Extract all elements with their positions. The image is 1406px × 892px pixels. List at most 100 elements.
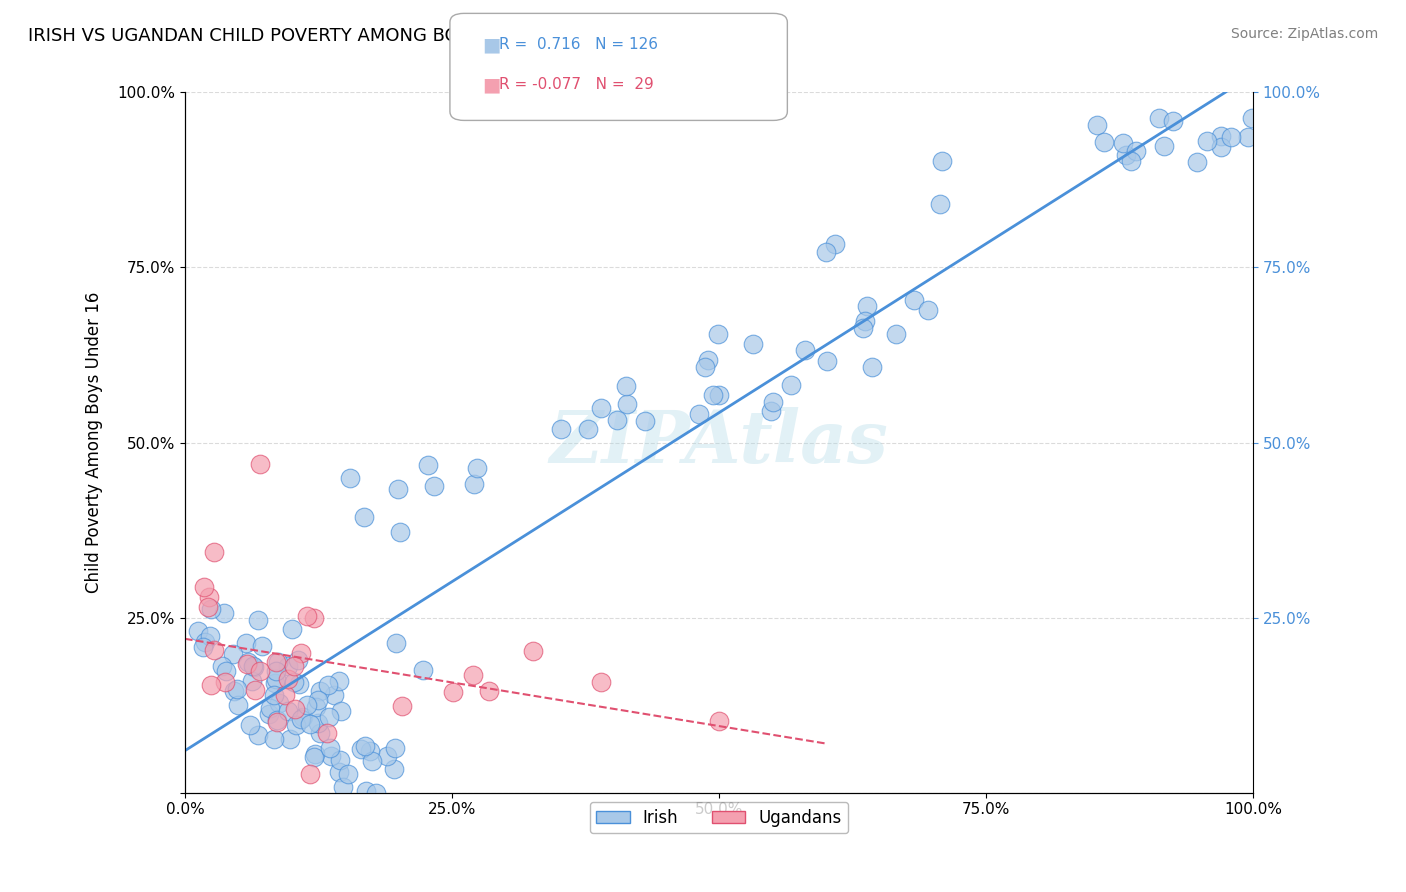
Point: [463, 476, 485, 491]
Point: [606, 412, 628, 426]
Point: [264, 665, 287, 679]
Point: [263, 732, 285, 747]
Point: [198, 590, 221, 604]
Point: [522, 644, 544, 658]
Point: [290, 711, 312, 725]
Point: [780, 378, 803, 392]
Point: [191, 640, 214, 655]
Point: [707, 387, 730, 401]
Point: [329, 753, 352, 767]
Text: Source: ZipAtlas.com: Source: ZipAtlas.com: [1230, 27, 1378, 41]
Point: [299, 767, 322, 781]
Text: R = -0.077   N =  29: R = -0.077 N = 29: [499, 78, 654, 92]
Point: [384, 762, 406, 776]
Point: [856, 299, 879, 313]
Legend: Irish, Ugandans: Irish, Ugandans: [589, 802, 848, 833]
Point: [277, 658, 299, 673]
Point: [284, 718, 307, 732]
Point: [412, 663, 434, 677]
Point: [387, 482, 409, 496]
Point: [917, 303, 939, 318]
Point: [1085, 118, 1108, 132]
Point: [1119, 153, 1142, 168]
Point: [249, 457, 271, 471]
Point: [277, 672, 299, 686]
Point: [1185, 155, 1208, 169]
Point: [388, 525, 411, 540]
Point: [243, 683, 266, 698]
Point: [316, 678, 339, 692]
Point: [247, 728, 270, 742]
Point: [302, 750, 325, 764]
Point: [211, 659, 233, 673]
Point: [616, 397, 638, 411]
Point: [884, 326, 907, 341]
Point: [243, 660, 266, 674]
Point: [328, 673, 350, 688]
Point: [322, 688, 344, 702]
Point: [187, 624, 209, 639]
Point: [1236, 130, 1258, 145]
Point: [860, 360, 883, 375]
Point: [202, 545, 225, 559]
Point: [235, 657, 257, 672]
Point: [214, 675, 236, 690]
Point: [197, 600, 219, 615]
Point: [287, 653, 309, 667]
Point: [226, 682, 249, 697]
Point: [263, 689, 285, 703]
Point: [1125, 144, 1147, 158]
Point: [290, 646, 312, 660]
Point: [194, 635, 217, 649]
Point: [852, 321, 875, 335]
Point: [853, 314, 876, 328]
Point: [350, 741, 373, 756]
Point: [304, 610, 326, 624]
Point: [1112, 136, 1135, 150]
Text: ■: ■: [482, 75, 501, 95]
Point: [304, 747, 326, 762]
Point: [266, 655, 288, 669]
Point: [423, 479, 446, 493]
Point: [264, 676, 287, 690]
Point: [1209, 140, 1232, 154]
Point: [319, 740, 342, 755]
Point: [215, 665, 238, 679]
Point: [1240, 111, 1263, 125]
Point: [267, 696, 290, 710]
Point: [589, 401, 612, 415]
Point: [329, 704, 352, 718]
Point: [337, 767, 360, 781]
Point: [762, 395, 785, 409]
Point: [315, 726, 337, 740]
Point: [284, 702, 307, 716]
Point: [277, 704, 299, 718]
Point: [356, 784, 378, 798]
Point: [266, 714, 288, 729]
Point: [702, 388, 724, 402]
Point: [200, 602, 222, 616]
Point: [305, 699, 328, 714]
Point: [287, 677, 309, 691]
Point: [307, 716, 329, 731]
Point: [283, 675, 305, 690]
Point: [465, 461, 488, 475]
Point: [391, 699, 413, 714]
Point: [385, 636, 408, 650]
Point: [308, 683, 330, 698]
Point: [299, 716, 322, 731]
Point: [815, 353, 838, 368]
Point: [353, 739, 375, 753]
Point: [364, 786, 387, 800]
Point: [259, 701, 281, 715]
Point: [478, 684, 501, 698]
Point: [264, 672, 287, 686]
Point: [295, 698, 318, 712]
Text: IRISH VS UGANDAN CHILD POVERTY AMONG BOYS UNDER 16 CORRELATION CHART: IRISH VS UGANDAN CHILD POVERTY AMONG BOY…: [28, 27, 779, 45]
Point: [463, 667, 485, 681]
Point: [695, 359, 717, 374]
Point: [928, 197, 950, 211]
Point: [359, 744, 381, 758]
Point: [384, 741, 406, 756]
Point: [1220, 129, 1243, 144]
